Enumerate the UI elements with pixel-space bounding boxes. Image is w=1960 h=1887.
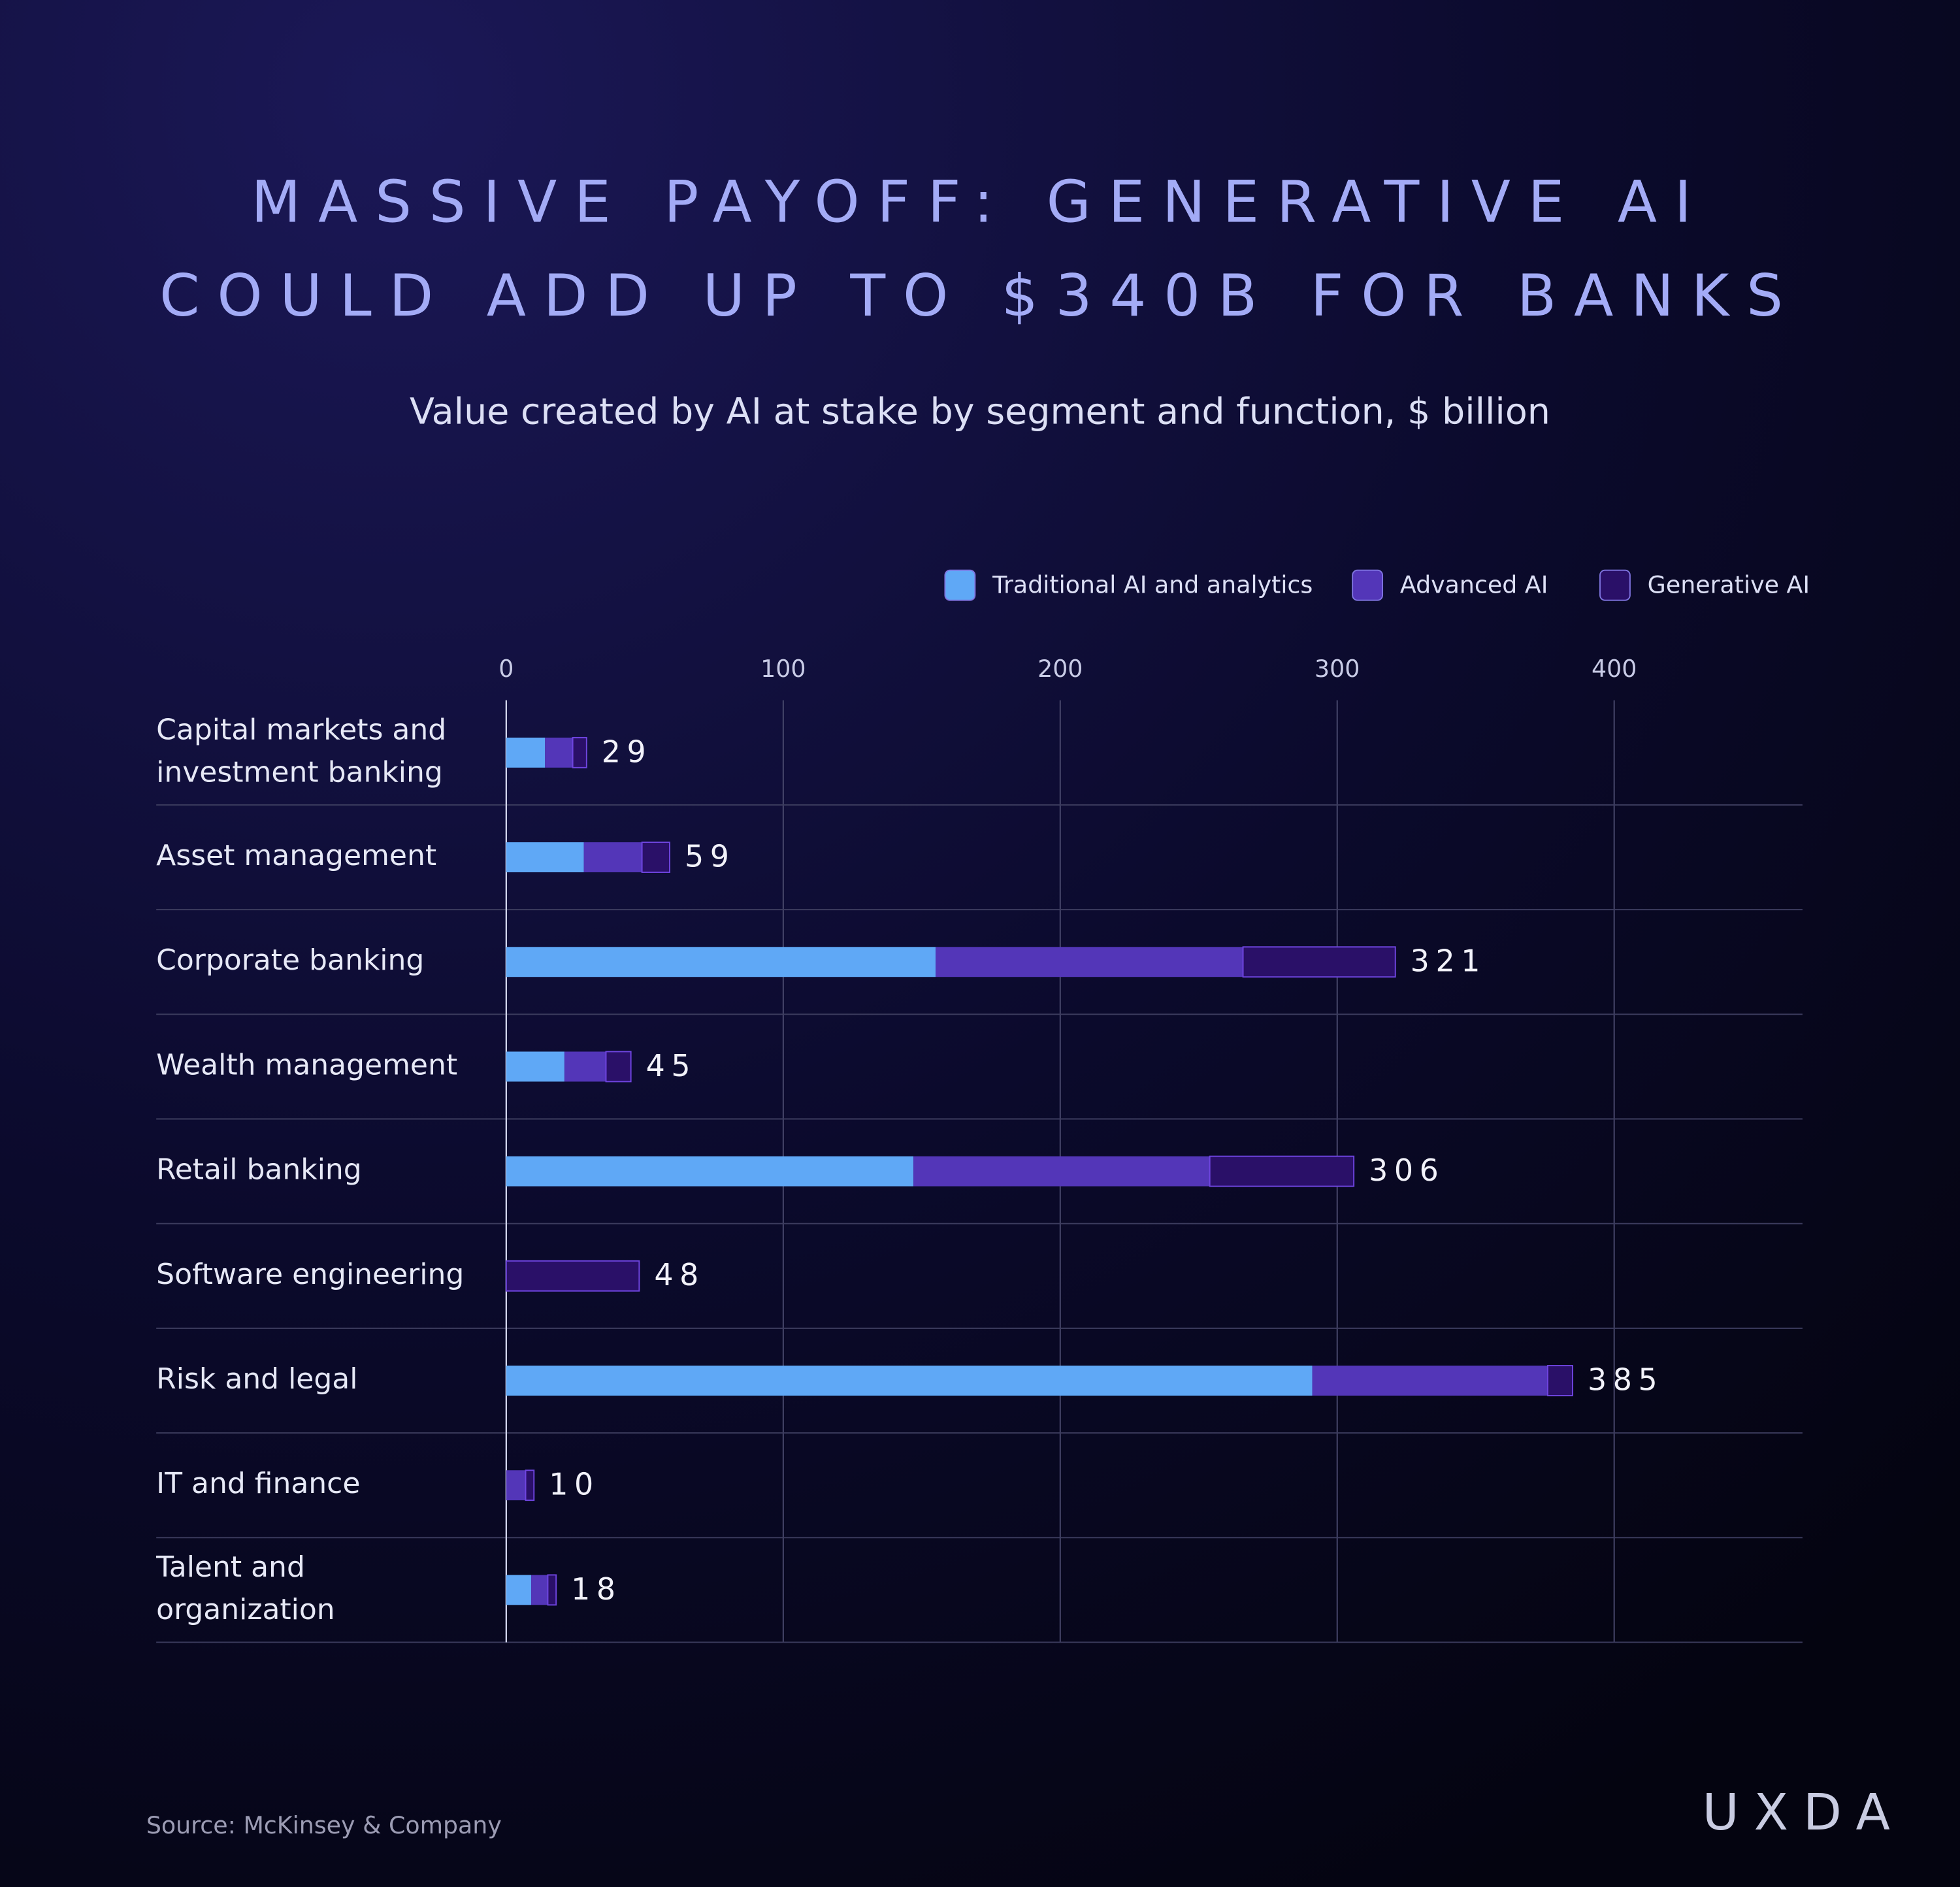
category-label: Asset management xyxy=(156,839,436,872)
bar-segment xyxy=(506,1470,526,1501)
chart-title: COULD ADD UP TO $340B FOR BANKS xyxy=(159,262,1801,329)
value-label: 18 xyxy=(571,1571,622,1607)
category-label: Capital markets and investment banking xyxy=(156,713,446,789)
x-tick-label: 100 xyxy=(760,655,806,683)
bar-segment xyxy=(505,1260,640,1292)
category-label: Talent and organization xyxy=(155,1551,335,1626)
legend-swatch xyxy=(1352,569,1384,601)
bar-segment xyxy=(605,1051,632,1083)
value-label: 321 xyxy=(1411,944,1486,979)
bar-segment xyxy=(525,1469,535,1501)
bar-segment xyxy=(545,737,573,768)
value-label: 48 xyxy=(654,1257,705,1292)
value-label: 385 xyxy=(1588,1362,1663,1397)
bar-segment xyxy=(1242,946,1396,978)
x-tick-label: 0 xyxy=(498,655,514,683)
x-tick-label: 400 xyxy=(1592,655,1637,683)
bar-segment xyxy=(1546,1365,1574,1396)
brand-logo: UXDA xyxy=(1703,1784,1905,1842)
x-tick-label: 200 xyxy=(1037,655,1083,683)
chart-subtitle: Value created by AI at stake by segment … xyxy=(410,391,1550,433)
bar-segment xyxy=(506,1156,914,1187)
bar-segment xyxy=(506,842,584,873)
bar-segment xyxy=(583,842,642,873)
category-label: IT and finance xyxy=(156,1467,360,1500)
category-label: Corporate banking xyxy=(156,944,424,977)
legend-swatch xyxy=(1599,569,1631,601)
x-tick-label: 300 xyxy=(1315,655,1360,683)
bar-segment xyxy=(913,1156,1210,1187)
bar-segment xyxy=(547,1574,557,1606)
value-label: 59 xyxy=(685,838,736,874)
value-label: 10 xyxy=(549,1467,600,1502)
bar-segment xyxy=(506,1366,1313,1396)
bar-segment xyxy=(641,842,670,873)
value-label: 45 xyxy=(646,1048,697,1083)
legend-label: Traditional AI and analytics xyxy=(992,571,1313,599)
legend-swatch xyxy=(944,569,976,601)
bar-segment xyxy=(1312,1366,1548,1396)
category-label: Wealth management xyxy=(156,1048,457,1081)
bar-segment xyxy=(1209,1155,1355,1187)
bar-segment xyxy=(572,736,587,768)
bar-segment xyxy=(531,1575,548,1605)
category-label: Retail banking xyxy=(156,1153,362,1187)
value-label: 29 xyxy=(602,734,653,769)
legend-label: Generative AI xyxy=(1648,571,1810,599)
bar-segment xyxy=(506,1575,532,1605)
chart-title: MASSIVE PAYOFF: GENERATIVE AI xyxy=(251,169,1708,236)
category-label: Risk and legal xyxy=(156,1362,357,1396)
source: Source: McKinsey & Company xyxy=(146,1811,502,1839)
bar-segment xyxy=(506,1051,564,1082)
category-label: Software engineering xyxy=(156,1258,464,1291)
bar-segment xyxy=(564,1051,606,1082)
bar-segment xyxy=(506,947,936,977)
value-label: 306 xyxy=(1369,1153,1445,1188)
bar-segment xyxy=(506,737,546,768)
legend-label: Advanced AI xyxy=(1400,571,1548,599)
bar-segment xyxy=(935,947,1243,977)
